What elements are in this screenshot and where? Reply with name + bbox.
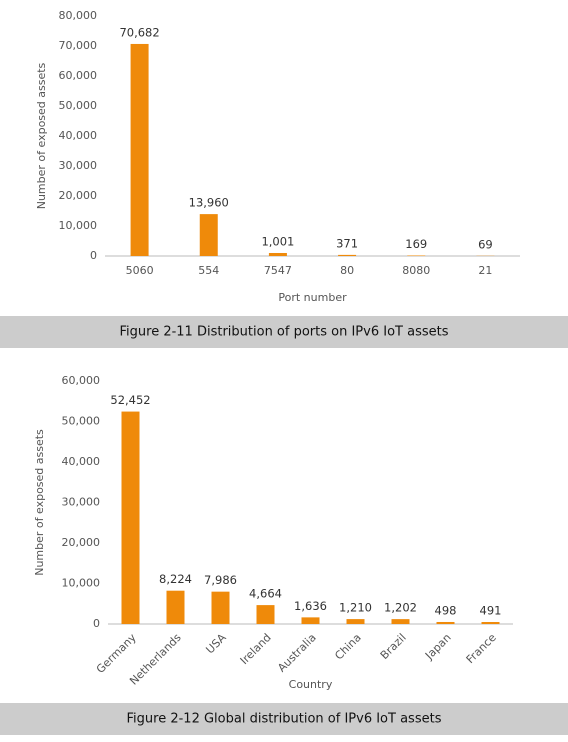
bar	[436, 621, 455, 624]
bar	[199, 214, 218, 256]
bar	[211, 591, 230, 624]
y-tick-label: 60,000	[62, 374, 101, 387]
bar	[130, 43, 149, 257]
x-tick-label: USA	[203, 631, 229, 657]
value-label: 1,636	[294, 599, 327, 613]
x-tick-label: China	[332, 631, 363, 662]
caption-bar	[0, 703, 568, 735]
y-axis-label: Number of exposed assets	[35, 62, 48, 209]
bar	[407, 255, 426, 256]
value-label: 70,682	[119, 25, 159, 39]
x-tick-label: Brazil	[378, 631, 409, 662]
bar	[338, 254, 357, 256]
y-tick-label: 40,000	[62, 455, 101, 468]
bar	[121, 411, 140, 624]
bar	[301, 617, 320, 624]
value-label: 1,210	[339, 601, 372, 615]
bar	[481, 622, 500, 624]
x-tick-label: Australia	[275, 631, 319, 675]
y-tick-label: 30,000	[62, 496, 101, 509]
value-label: 498	[435, 603, 457, 617]
x-tick-label: 7547	[264, 264, 292, 277]
bar	[391, 619, 410, 624]
y-tick-label: 80,000	[59, 9, 98, 22]
value-label: 52,452	[110, 393, 150, 407]
bar	[256, 605, 275, 624]
value-label: 1,001	[261, 234, 294, 248]
value-label: 169	[405, 237, 427, 251]
y-tick-label: 60,000	[59, 69, 98, 82]
y-tick-label: 40,000	[59, 129, 98, 142]
y-tick-label: 20,000	[59, 189, 98, 202]
y-tick-label: 0	[93, 617, 100, 630]
y-tick-label: 20,000	[62, 536, 101, 549]
value-label: 8,224	[159, 572, 192, 586]
y-tick-label: 50,000	[62, 415, 101, 428]
caption-bar	[0, 316, 568, 348]
bar	[268, 252, 287, 256]
x-tick-label: 21	[478, 264, 492, 277]
x-tick-label: 5060	[126, 264, 154, 277]
x-axis-label: Port number	[278, 291, 347, 304]
value-label: 13,960	[189, 196, 229, 210]
y-tick-label: 70,000	[59, 39, 98, 52]
bar	[346, 619, 365, 624]
x-tick-label: 554	[198, 264, 219, 277]
caption: Figure 2-12 Global distribution of IPv6 …	[127, 712, 442, 727]
x-tick-label: France	[464, 631, 499, 666]
y-tick-label: 10,000	[59, 219, 98, 232]
x-tick-label: Ireland	[238, 631, 274, 667]
x-tick-label: 8080	[402, 264, 430, 277]
y-tick-label: 0	[90, 249, 97, 262]
x-tick-label: 80	[340, 264, 354, 277]
value-label: 4,664	[249, 587, 282, 601]
y-axis-label: Number of exposed assets	[33, 429, 46, 576]
value-label: 69	[478, 237, 493, 251]
value-label: 371	[336, 236, 358, 250]
bar	[166, 590, 185, 624]
x-axis-label: Country	[289, 678, 333, 691]
value-label: 7,986	[204, 573, 237, 587]
y-tick-label: 30,000	[59, 159, 98, 172]
x-tick-label: Japan	[422, 631, 454, 663]
caption: Figure 2-11 Distribution of ports on IPv…	[120, 325, 449, 340]
y-tick-label: 10,000	[62, 577, 101, 590]
value-label: 491	[480, 604, 502, 618]
x-tick-label: Germany	[94, 631, 139, 676]
y-tick-label: 50,000	[59, 99, 98, 112]
value-label: 1,202	[384, 601, 417, 615]
